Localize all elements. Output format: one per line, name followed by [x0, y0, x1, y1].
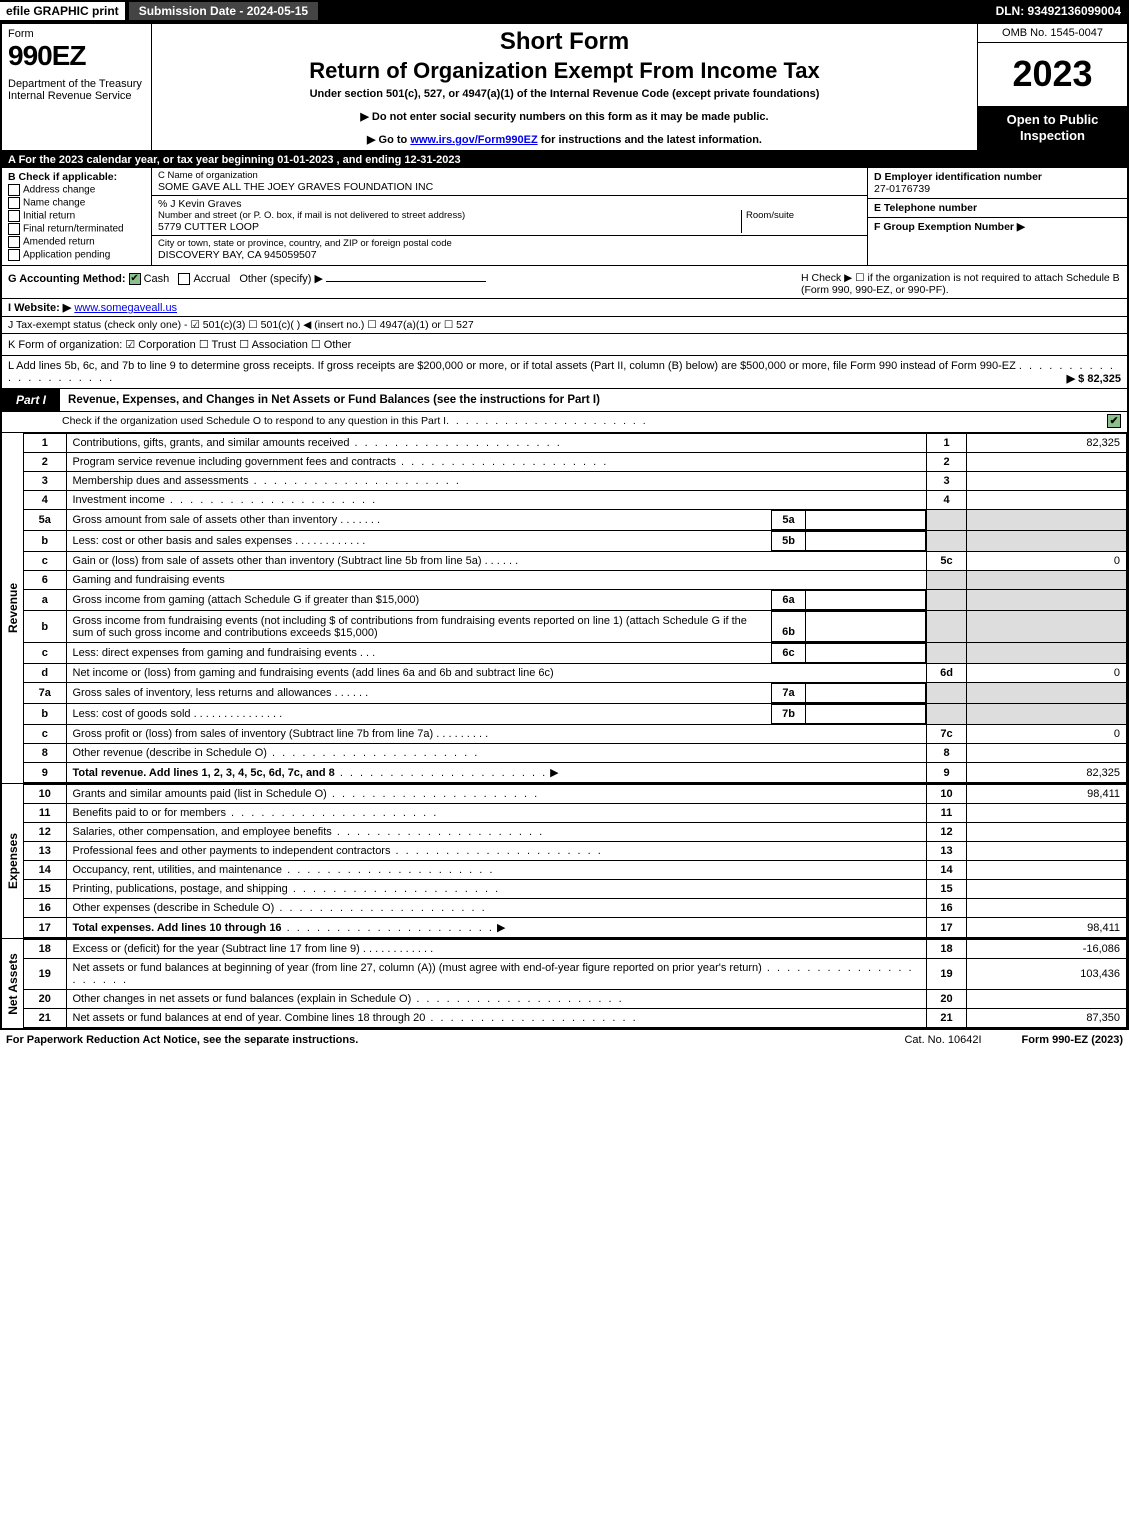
street-address: 5779 CUTTER LOOP: [158, 221, 741, 233]
chk-accrual[interactable]: [178, 273, 190, 285]
part1-tab: Part I: [2, 389, 60, 411]
chk-application-pending[interactable]: Application pending: [8, 249, 145, 261]
section-b-label: B Check if applicable:: [8, 171, 145, 183]
line-i: I Website: ▶ www.somegaveall.us: [2, 298, 1127, 316]
phone-label: E Telephone number: [874, 202, 1121, 214]
line19-value: 103,436: [967, 959, 1127, 990]
revenue-block: Revenue 1Contributions, gifts, grants, a…: [2, 433, 1127, 784]
website-link[interactable]: www.somegaveall.us: [74, 302, 177, 314]
net-assets-block: Net Assets 18Excess or (deficit) for the…: [2, 939, 1127, 1028]
revenue-sidelabel: Revenue: [2, 433, 24, 783]
part1-header: Part I Revenue, Expenses, and Changes in…: [2, 389, 1127, 412]
expenses-block: Expenses 10Grants and similar amounts pa…: [2, 784, 1127, 939]
part1-schedule-o-check[interactable]: ✔: [1107, 414, 1121, 428]
footer: For Paperwork Reduction Act Notice, see …: [0, 1030, 1129, 1050]
submission-date: Submission Date - 2024-05-15: [129, 2, 318, 20]
line-j: J Tax-exempt status (check only one) - ☑…: [2, 316, 1127, 334]
chk-name-change[interactable]: Name change: [8, 197, 145, 209]
omb-number: OMB No. 1545-0047: [978, 24, 1127, 43]
line-g: G Accounting Method: Cash Accrual Other …: [2, 266, 1127, 298]
expenses-sidelabel: Expenses: [2, 784, 24, 938]
note2-pre: ▶ Go to: [367, 134, 410, 146]
net-assets-table: 18Excess or (deficit) for the year (Subt…: [24, 939, 1127, 1028]
form-number: 990EZ: [8, 40, 145, 72]
c-name-label: C Name of organization: [158, 170, 861, 181]
short-form-title: Short Form: [160, 28, 969, 56]
top-bar: efile GRAPHIC print Submission Date - 20…: [0, 0, 1129, 22]
irs-link[interactable]: www.irs.gov/Form990EZ: [410, 134, 537, 146]
expenses-table: 10Grants and similar amounts paid (list …: [24, 784, 1127, 938]
part1-sub: Check if the organization used Schedule …: [2, 412, 1127, 433]
line10-value: 98,411: [967, 785, 1127, 804]
return-title: Return of Organization Exempt From Incom…: [160, 58, 969, 84]
org-name: SOME GAVE ALL THE JOEY GRAVES FOUNDATION…: [158, 181, 861, 193]
ein-label: D Employer identification number: [874, 171, 1121, 183]
section-bcd: B Check if applicable: Address change Na…: [2, 168, 1127, 266]
line17-value: 98,411: [967, 918, 1127, 938]
line-l-text: L Add lines 5b, 6c, and 7b to line 9 to …: [8, 360, 1016, 372]
line-k: K Form of organization: ☑ Corporation ☐ …: [2, 334, 1127, 356]
ein-value: 27-0176739: [874, 183, 1121, 195]
paperwork-reduction-notice: For Paperwork Reduction Act Notice, see …: [6, 1034, 358, 1046]
dln-label: DLN: 93492136099004: [996, 4, 1129, 18]
i-label: I Website: ▶: [8, 302, 71, 314]
line-l-amount: ▶ $ 82,325: [1067, 372, 1121, 385]
care-of: % J Kevin Graves: [158, 198, 861, 210]
line-h: H Check ▶ ☐ if the organization is not r…: [801, 272, 1121, 296]
header-subtitle: Under section 501(c), 527, or 4947(a)(1)…: [160, 88, 969, 100]
form-number-footer: Form 990-EZ (2023): [1022, 1034, 1123, 1046]
chk-address-change[interactable]: Address change: [8, 184, 145, 196]
line1-value: 82,325: [967, 434, 1127, 453]
group-exemption-label: F Group Exemption Number ▶: [874, 221, 1121, 233]
open-public-inspection: Open to Public Inspection: [978, 106, 1127, 151]
tax-year: 2023: [978, 43, 1127, 106]
line18-value: -16,086: [967, 940, 1127, 959]
dept-label: Department of the Treasury Internal Reve…: [8, 78, 145, 102]
header-left: Form 990EZ Department of the Treasury In…: [2, 24, 152, 150]
chk-cash[interactable]: [129, 273, 141, 285]
line21-value: 87,350: [967, 1009, 1127, 1028]
revenue-table: 1Contributions, gifts, grants, and simil…: [24, 433, 1127, 783]
efile-label: efile GRAPHIC print: [0, 2, 125, 20]
chk-initial-return[interactable]: Initial return: [8, 210, 145, 222]
street-label: Number and street (or P. O. box, if mail…: [158, 210, 741, 221]
section-def: D Employer identification number 27-0176…: [867, 168, 1127, 265]
form-word: Form: [8, 28, 145, 40]
chk-amended-return[interactable]: Amended return: [8, 236, 145, 248]
line9-value: 82,325: [967, 763, 1127, 783]
header-note2: ▶ Go to www.irs.gov/Form990EZ for instru…: [160, 133, 969, 146]
header-mid: Short Form Return of Organization Exempt…: [152, 24, 977, 150]
header-note1: ▶ Do not enter social security numbers o…: [160, 110, 969, 123]
catalog-number: Cat. No. 10642I: [904, 1034, 981, 1046]
line-a: A For the 2023 calendar year, or tax yea…: [2, 152, 1127, 168]
part1-title: Revenue, Expenses, and Changes in Net As…: [60, 394, 600, 406]
net-assets-sidelabel: Net Assets: [2, 939, 24, 1028]
line-l: L Add lines 5b, 6c, and 7b to line 9 to …: [2, 356, 1127, 389]
form-outer: Form 990EZ Department of the Treasury In…: [0, 22, 1129, 1030]
city-state-zip: DISCOVERY BAY, CA 945059507: [158, 249, 861, 261]
section-c: C Name of organization SOME GAVE ALL THE…: [152, 168, 867, 265]
city-label: City or town, state or province, country…: [158, 238, 861, 249]
room-label: Room/suite: [746, 210, 861, 221]
g-label: G Accounting Method:: [8, 273, 126, 285]
section-b: B Check if applicable: Address change Na…: [2, 168, 152, 265]
g-other: Other (specify) ▶: [239, 273, 323, 285]
header-row: Form 990EZ Department of the Treasury In…: [2, 24, 1127, 152]
note2-post: for instructions and the latest informat…: [538, 134, 762, 146]
chk-final-return[interactable]: Final return/terminated: [8, 223, 145, 235]
header-right: OMB No. 1545-0047 2023 Open to Public In…: [977, 24, 1127, 150]
